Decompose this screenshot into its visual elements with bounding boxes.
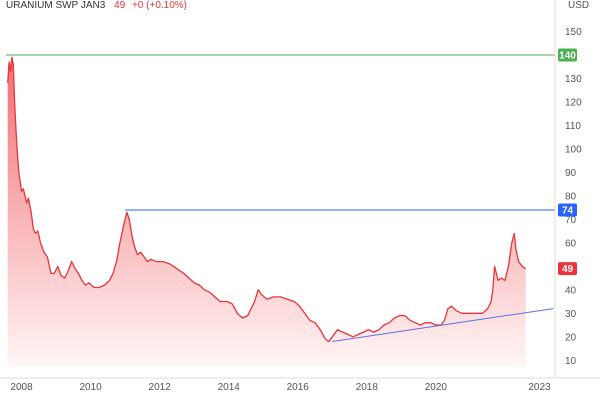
symbol-label: URANIUM SWP JAN3 bbox=[6, 0, 106, 11]
x-tick-label: 2023 bbox=[528, 382, 551, 393]
y-tick-label: 10 bbox=[565, 356, 577, 367]
price-line bbox=[7, 56, 527, 343]
y-tick-label: 100 bbox=[565, 144, 582, 155]
x-tick-label: 2020 bbox=[425, 382, 448, 393]
last-price: 49 bbox=[114, 0, 126, 11]
trendline[interactable] bbox=[332, 308, 554, 342]
last-price-badge-text: 49 bbox=[562, 264, 574, 275]
y-tick-label: 40 bbox=[565, 285, 577, 296]
x-tick-label: 2018 bbox=[356, 382, 379, 393]
x-tick-label: 2008 bbox=[10, 382, 33, 393]
y-tick-label: 110 bbox=[565, 121, 581, 132]
plot-area bbox=[6, 54, 555, 367]
y-tick-label: 60 bbox=[565, 238, 577, 249]
price-area bbox=[7, 57, 526, 367]
y-tick-label: 120 bbox=[565, 97, 582, 108]
y-tick-label: 90 bbox=[565, 168, 577, 179]
y-tick-label: 130 bbox=[565, 74, 582, 85]
x-tick-label: 2012 bbox=[149, 382, 172, 393]
y-tick-label: 80 bbox=[565, 191, 577, 202]
level-badge-74-text: 74 bbox=[562, 205, 574, 216]
level-badge-74 bbox=[558, 203, 577, 217]
x-tick-label: 2010 bbox=[79, 382, 102, 393]
x-tick-label: 2014 bbox=[218, 382, 241, 393]
price-axis-bg bbox=[555, 0, 600, 400]
currency-label: USD bbox=[568, 0, 589, 11]
y-tick-label: 150 bbox=[565, 27, 582, 38]
y-tick-label: 30 bbox=[565, 309, 577, 320]
y-tick-label: 20 bbox=[565, 332, 577, 343]
x-tick-label: 2016 bbox=[287, 382, 310, 393]
level-badge-140 bbox=[558, 48, 577, 62]
chart-header: URANIUM SWP JAN3 49 +0 (+0.10%) bbox=[6, 0, 187, 11]
y-tick-label: 70 bbox=[565, 215, 577, 226]
last-price-badge bbox=[558, 262, 577, 276]
level-badge-140-text: 140 bbox=[559, 50, 576, 61]
price-change: +0 (+0.10%) bbox=[131, 0, 188, 11]
